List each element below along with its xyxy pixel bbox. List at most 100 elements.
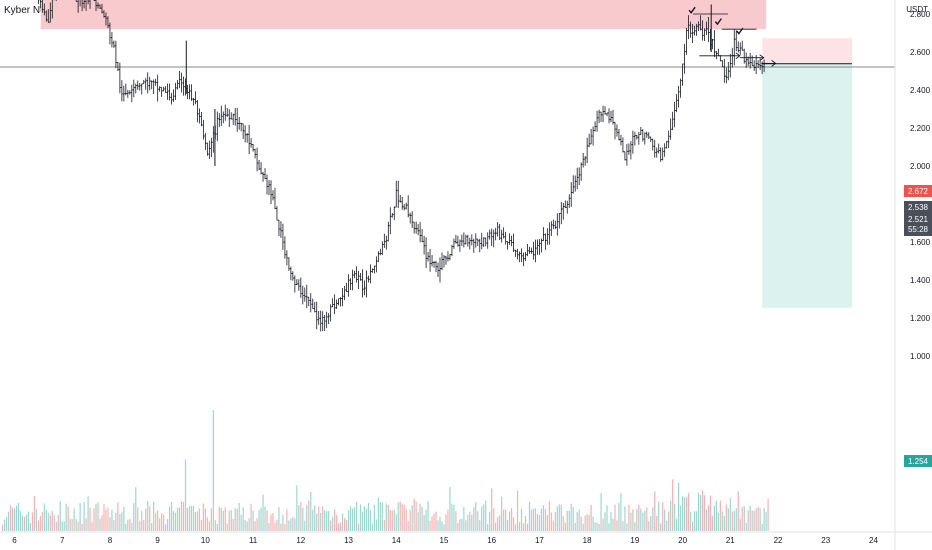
volume-bar [447, 509, 449, 531]
volume-bar [336, 515, 338, 531]
volume-bar [334, 509, 336, 531]
volume-bar [7, 511, 10, 531]
volume-bar [226, 523, 228, 531]
volume-bar [77, 521, 79, 531]
volume-bar [292, 517, 294, 531]
volume-bar [357, 523, 360, 531]
volume-bar [240, 514, 242, 531]
x-tick-label: 24 [869, 536, 878, 545]
volume-bar [139, 521, 141, 531]
volume-bar [347, 510, 350, 531]
y-tick-label: 2.600 [910, 48, 931, 57]
volume-bar [105, 509, 107, 531]
volume-bar [228, 510, 230, 531]
annotation-layer [688, 6, 777, 67]
volume-bar [198, 508, 201, 531]
current-label-bg [904, 213, 932, 236]
volume-bar [455, 511, 457, 531]
supply-zone [40, 0, 767, 30]
volume-bar [741, 507, 743, 531]
volume-bar [469, 511, 471, 531]
y-tick-label: 2.400 [910, 86, 931, 95]
volume-bar [514, 524, 517, 531]
volume-bar [19, 510, 22, 531]
volume-bar [628, 504, 630, 531]
volume-bar [596, 522, 598, 531]
volume-bar [75, 518, 77, 531]
volume-bar [341, 513, 344, 531]
volume-bar [385, 503, 387, 531]
volume-bar [260, 507, 262, 531]
volume-bar [411, 505, 413, 531]
volume-bar [481, 506, 483, 531]
volume-bar [733, 510, 735, 531]
x-tick-label: 22 [774, 536, 783, 545]
volume-bar [81, 524, 83, 531]
volume-bar [67, 506, 69, 531]
volume-bar [91, 521, 93, 531]
volume-bar [93, 508, 95, 531]
volume-bar [421, 506, 423, 531]
volume-bar [508, 511, 511, 531]
volume-bar [423, 515, 425, 531]
x-tick-label: 6 [12, 536, 17, 545]
volume-bar [538, 515, 541, 531]
volume-bar [264, 506, 266, 531]
volume-bar [200, 520, 203, 531]
volume-bar [560, 504, 562, 531]
volume-bar [564, 522, 566, 531]
volume-bar [274, 522, 276, 531]
stop-price-label: 2.672 [904, 185, 932, 197]
volume-bar [383, 519, 385, 531]
volume-bar [427, 501, 429, 531]
volume-bar [489, 511, 491, 531]
volume-bar [85, 518, 87, 531]
volume-bar [674, 503, 676, 531]
volume-bar [379, 501, 381, 531]
volume-bar [505, 509, 507, 531]
volume-bar [11, 507, 14, 531]
candle-layer [37, 0, 766, 332]
volume-bar [49, 515, 51, 531]
volume-bar [658, 501, 660, 531]
volume-bar [443, 524, 445, 531]
volume-bar [224, 507, 226, 531]
volume-bar [574, 522, 576, 531]
volume-bar [580, 516, 582, 531]
volume-bar [612, 518, 614, 531]
arrow-head-icon [771, 60, 777, 67]
price-labels-layer: 2.672 2.538 2.521 55:28 1.254 [904, 185, 932, 467]
volume-bar [689, 511, 692, 531]
volume-bar [409, 509, 411, 531]
x-tick-label: 19 [630, 536, 639, 545]
volume-bar [53, 515, 55, 531]
volume-bar [256, 518, 258, 531]
volume-bar [322, 506, 324, 531]
volume-bar [429, 520, 431, 531]
volume-bar [445, 514, 447, 531]
volume-bar [23, 516, 26, 531]
volume-bar [151, 523, 153, 531]
volume-bar [451, 503, 453, 531]
volume-bar [298, 505, 300, 531]
volume-bar [495, 522, 497, 531]
volume-bar [170, 501, 173, 531]
volume-bar [439, 516, 441, 531]
volume-bar [87, 496, 89, 531]
volume-bar [353, 507, 356, 531]
volume-bar [9, 505, 12, 531]
volume-bar [272, 512, 274, 531]
volume-bar [306, 505, 308, 531]
volume-bar [230, 509, 232, 531]
volume-bar [3, 519, 6, 531]
volume-bar [208, 521, 210, 531]
volume-bar [186, 507, 189, 531]
volume-bar [705, 509, 708, 531]
volume-bar [602, 518, 604, 531]
volume-bar [711, 515, 714, 531]
volume-bar [701, 490, 704, 531]
volume-bar [167, 519, 169, 531]
volume-bar [709, 495, 712, 531]
